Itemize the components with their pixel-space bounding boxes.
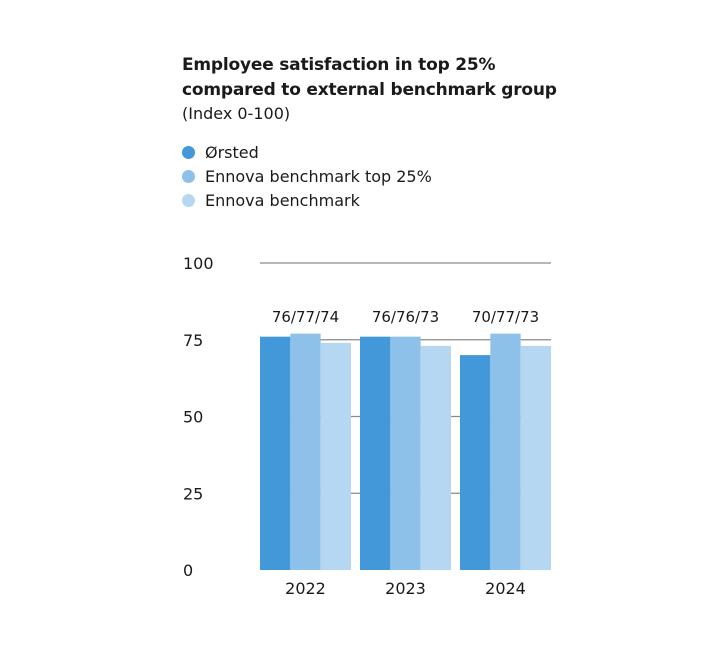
chart-title-line-1: Employee satisfaction in top 25% [182, 55, 496, 75]
legend-item-orsted: Ørsted [182, 140, 432, 164]
data-label-2024: 70/77/73 [472, 308, 539, 326]
data-labels: 76/77/74 76/76/73 70/77/73 [272, 308, 539, 326]
legend: Ørsted Ennova benchmark top 25% Ennova b… [182, 140, 432, 212]
x-axis-ticks: 2022 2023 2024 [285, 579, 526, 598]
y-tick-label: 100 [183, 254, 214, 273]
chart-title-line-2: compared to external benchmark group [182, 80, 557, 100]
bar-2024-series-1 [490, 333, 521, 570]
x-tick-label: 2022 [285, 579, 326, 598]
legend-dot-icon [182, 169, 195, 183]
bar-2024-series-0 [460, 355, 491, 570]
legend-dot-icon [182, 145, 195, 159]
bar-2022-series-1 [290, 333, 321, 570]
legend-item-benchmark: Ennova benchmark [182, 188, 432, 212]
legend-label: Ørsted [205, 142, 259, 162]
y-axis-ticks: 0 25 50 75 100 [183, 254, 214, 580]
legend-label: Ennova benchmark top 25% [205, 166, 432, 186]
legend-dot-icon [182, 193, 195, 207]
x-tick-label: 2023 [385, 579, 426, 598]
bar-2024-series-2 [520, 345, 551, 570]
y-tick-label: 25 [183, 484, 203, 503]
data-label-2022: 76/77/74 [272, 308, 339, 326]
chart-subtitle: (Index 0-100) [182, 104, 291, 123]
y-tick-label: 0 [183, 561, 193, 580]
bar-2022-series-2 [320, 342, 351, 570]
legend-item-benchmark-top25: Ennova benchmark top 25% [182, 164, 432, 188]
bar-2023-series-0 [360, 336, 391, 570]
bar-2022-series-0 [260, 336, 291, 570]
x-tick-label: 2024 [485, 579, 526, 598]
bars [260, 333, 551, 570]
chart-title: Employee satisfaction in top 25% compare… [182, 53, 557, 103]
bar-2023-series-1 [390, 336, 421, 570]
data-label-2023: 76/76/73 [372, 308, 439, 326]
legend-label: Ennova benchmark [205, 190, 360, 210]
bar-2023-series-2 [420, 345, 451, 570]
y-tick-label: 50 [183, 408, 203, 427]
y-tick-label: 75 [183, 331, 203, 350]
